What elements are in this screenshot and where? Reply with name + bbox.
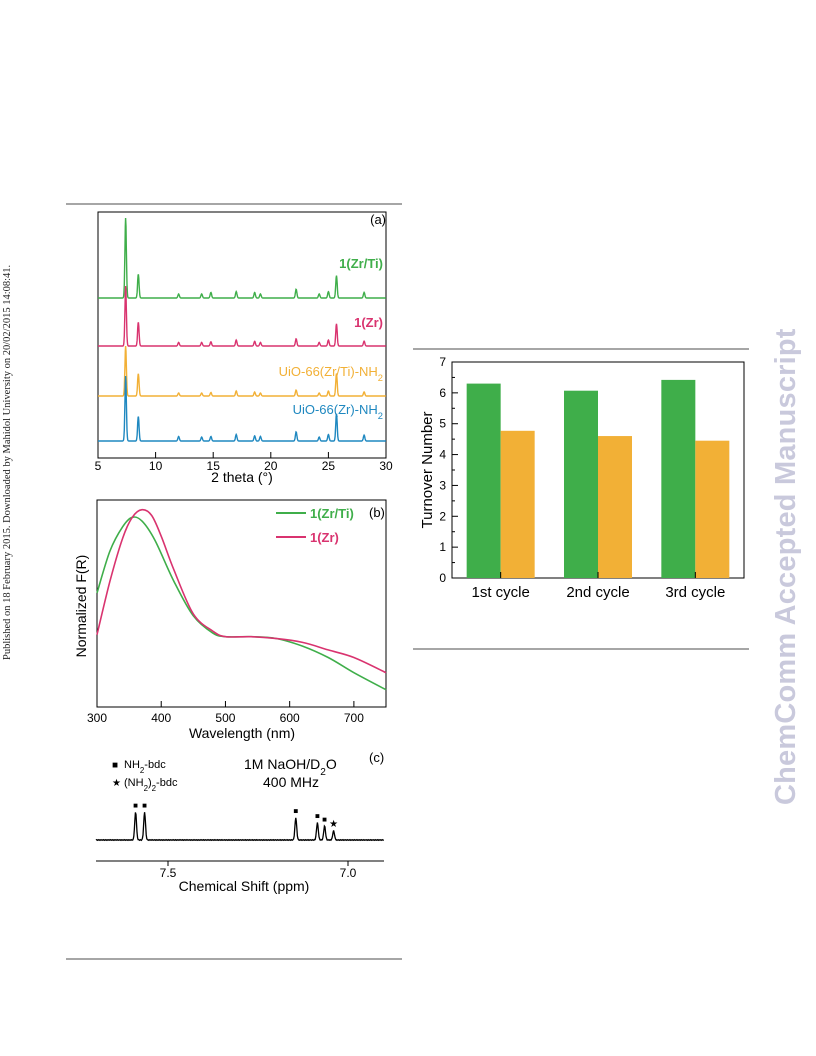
bar-category-label: 3rd cycle — [665, 584, 725, 601]
xrd-legend-zr: 1(Zr) — [354, 315, 383, 330]
nmr-peak-marker: ■ — [142, 801, 147, 810]
bar-category-label: 1st cycle — [471, 584, 529, 601]
spectra-y-axis-label: Normalized F(R) — [73, 555, 89, 658]
bar — [598, 436, 632, 578]
top-rule-right — [413, 348, 749, 350]
nmr-legend-star-symbol: ★ — [112, 778, 121, 789]
margin-note: Published on 18 February 2015. Downloade… — [2, 264, 13, 660]
xrd-chart: 5 10 15 20 25 30 (a) 2 theta (°) 1(Zr/Ti) 1(Z… — [95, 211, 393, 485]
spectra-x-axis-label: Wavelength (nm) — [189, 725, 295, 741]
xrd-legend-uio-zr: UiO-66(Zr)-NH2 — [293, 402, 383, 421]
spectra-legend-zr-ti: 1(Zr/Ti) — [310, 506, 354, 521]
spectra-x-tick-label: 400 — [151, 711, 171, 725]
xrd-x-tick-label: 30 — [379, 459, 393, 473]
bar-y-tick-label: 6 — [439, 386, 446, 400]
bar-y-tick-label: 3 — [439, 478, 446, 492]
nmr-x-axis-label: Chemical Shift (ppm) — [179, 878, 310, 894]
nmr-peak-marker: ★ — [329, 819, 338, 830]
xrd-legend-uio-zr-ti: UiO-66(Zr/Ti)-NH2 — [279, 364, 383, 383]
bar-y-tick-label: 0 — [439, 571, 446, 585]
spectra-x-tick-label: 700 — [344, 711, 364, 725]
spectra-x-tick-label: 300 — [87, 711, 107, 725]
spectra-legend-zr: 1(Zr) — [310, 530, 339, 545]
nmr-peak-marker: ■ — [315, 812, 320, 821]
bar — [661, 379, 696, 578]
nmr-peak-marker: ■ — [293, 807, 298, 816]
nmr-legend-nh2-bdc: NH2-bdc — [124, 759, 166, 775]
bottom-rule-left — [66, 958, 402, 960]
bar-y-tick-label: 7 — [439, 355, 446, 369]
bar-y-tick-label: 1 — [439, 540, 446, 554]
bar-y-tick-label: 2 — [439, 509, 446, 523]
bar-y-tick-label: 5 — [439, 417, 446, 431]
spectra-x-tick-label: 600 — [280, 711, 300, 725]
nmr-x-tick-label: 7.0 — [340, 866, 357, 880]
bar — [500, 430, 535, 578]
xrd-x-tick-label: 25 — [322, 459, 336, 473]
xrd-series-line — [98, 217, 386, 299]
nmr-x-tick-label: 7.5 — [160, 866, 177, 880]
xrd-series-line — [98, 345, 386, 397]
nmr-peak-marker: ■ — [322, 815, 327, 824]
panel-label-c: (c) — [369, 750, 384, 765]
turnover-bar-chart: 1st cycle 2nd cycle 3rd cycle 0 1 2 3 4 5 6 7 Turn… — [419, 355, 745, 601]
xrd-x-axis-label: 2 theta (°) — [211, 469, 273, 485]
nmr-condition-solvent: 1M NaOH/D2O — [244, 756, 337, 778]
spectra-chart: 300 400 500 600 700 Normalized F(R) Waveleng… — [73, 499, 387, 741]
nmr-condition-frequency: 400 MHz — [263, 774, 319, 790]
xrd-x-tick-label: 5 — [95, 459, 102, 473]
bar — [466, 383, 501, 578]
nmr-spectrum-line — [95, 812, 384, 842]
bar-y-tick-label: 4 — [439, 448, 446, 462]
panel-label-b: (b) — [369, 505, 385, 520]
nmr-legend-square-symbol: ■ — [112, 760, 118, 771]
spectra-x-tick-label: 500 — [215, 711, 235, 725]
top-rule-left — [66, 203, 402, 205]
watermark: ChemComm Accepted Manuscript — [770, 328, 802, 805]
bar-category-label: 2nd cycle — [566, 584, 629, 601]
xrd-x-tick-label: 15 — [207, 459, 221, 473]
xrd-legend-zr-ti: 1(Zr/Ti) — [339, 256, 383, 271]
bottom-rule-right — [413, 648, 749, 650]
xrd-series-line — [98, 375, 386, 442]
spectra-series-line — [96, 516, 387, 691]
bar — [564, 390, 598, 578]
xrd-series-line — [98, 285, 386, 347]
nmr-peak-marker: ■ — [133, 801, 138, 810]
xrd-x-tick-label: 10 — [149, 459, 163, 473]
nmr-chart: (c) ■ NH2-bdc ★ (NH2)2-bdc 1M NaOH/D2O 4… — [95, 750, 384, 894]
spectra-series-line — [96, 508, 387, 674]
bar — [695, 440, 730, 578]
nmr-legend-nh22-bdc: (NH2)2-bdc — [124, 777, 178, 793]
bar-y-axis-label: Turnover Number — [419, 412, 436, 529]
panel-label-a: (a) — [370, 212, 386, 227]
xrd-x-tick-label: 20 — [264, 459, 278, 473]
